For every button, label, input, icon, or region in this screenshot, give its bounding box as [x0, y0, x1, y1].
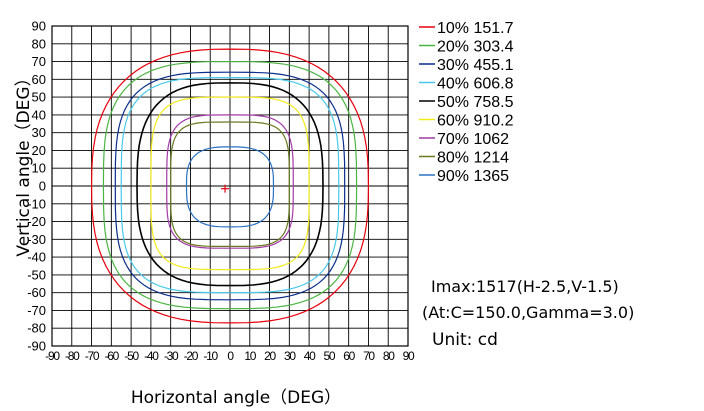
contour-40pct	[120, 76, 340, 294]
contour-30pct	[114, 71, 346, 301]
x-tick-label: 80	[383, 349, 395, 363]
x-tick-label: -20	[184, 349, 199, 363]
measurement-at-text: (At:C=150.0,Gamma=3.0)	[422, 303, 634, 322]
contour-70pct	[166, 114, 294, 249]
y-tick-label: -50	[27, 267, 46, 282]
legend-label: 40% 606.8	[437, 76, 514, 93]
x-tick-label: -60	[105, 349, 120, 363]
x-tick-label: -50	[124, 349, 139, 363]
y-tick-label: 60	[32, 72, 46, 87]
legend: 10% 151.7 20% 303.430% 455.1 40% 606.850% …	[419, 20, 514, 185]
y-tick-label: -40	[27, 250, 46, 265]
legend-label: 30% 455.1	[437, 57, 514, 74]
contour-90pct	[185, 146, 275, 228]
plot-frame	[51, 25, 409, 347]
y-tick-label: 40	[32, 107, 46, 122]
x-tick-labels: -90 -80 -70 -60 -50 -40 -30 -20 -10 0 10 20 30 40 50 60…	[45, 349, 416, 363]
x-axis-title: Horizontal angle（DEG）	[131, 388, 341, 408]
y-tick-label: 0	[39, 179, 46, 194]
contour-10pct	[90, 48, 370, 324]
y-tick-label: 90	[32, 19, 46, 34]
legend-label: 80% 1214	[437, 150, 509, 167]
x-tick-label: 70	[363, 349, 375, 363]
x-tick-label: -90	[45, 349, 60, 363]
x-tick-label: 0	[227, 349, 234, 363]
x-tick-label: -80	[65, 349, 80, 363]
x-tick-label: 60	[343, 349, 355, 363]
y-tick-label: 10	[32, 161, 46, 176]
x-tick-label: 90	[403, 349, 415, 363]
contour-60pct	[150, 96, 310, 271]
y-tick-label: 50	[32, 90, 46, 105]
legend-label: 50% 758.5	[437, 94, 514, 111]
x-tick-label: 50	[324, 349, 336, 363]
legend-label: 20% 303.4	[437, 39, 514, 56]
x-tick-label: -30	[164, 349, 179, 363]
unit-text: Unit: cd	[432, 330, 498, 350]
imax-text: Imax:1517(H-2.5,V-1.5)	[431, 277, 619, 296]
y-tick-label: -10	[27, 196, 46, 211]
y-tick-label: -70	[27, 303, 46, 318]
y-tick-label: 80	[32, 36, 46, 51]
y-tick-labels: 90 80 70 60 50 40 30 20 10 0 -10 -20 -30 -40 -50 -60 -70…	[27, 19, 46, 354]
y-tick-label: -90	[27, 339, 46, 354]
y-tick-label: 20	[32, 143, 46, 158]
legend-label: 70% 1062	[437, 131, 509, 148]
y-tick-label: -60	[27, 285, 46, 300]
legend-label: 90% 1365	[437, 168, 509, 185]
x-tick-label: 20	[264, 349, 276, 363]
x-tick-label: 40	[304, 349, 316, 363]
x-tick-label: -40	[144, 349, 159, 363]
x-tick-label: 30	[284, 349, 296, 363]
y-tick-label: -80	[27, 321, 46, 336]
grid	[51, 25, 409, 347]
contour-80pct	[170, 121, 290, 247]
contour-50pct	[136, 82, 324, 287]
x-tick-label: -70	[85, 349, 100, 363]
x-tick-label: -10	[203, 349, 218, 363]
legend-label: 60% 910.2	[437, 113, 514, 130]
legend-label: 10% 151.7	[437, 20, 514, 37]
y-tick-label: 30	[32, 125, 46, 140]
y-tick-label: -20	[27, 214, 46, 229]
y-axis-title: Vertical angle（DEG）	[14, 69, 34, 256]
contour-20pct	[102, 60, 358, 310]
y-tick-label: -30	[27, 232, 46, 247]
x-tick-label: 10	[244, 349, 256, 363]
contour-layer	[90, 48, 370, 324]
y-tick-label: 70	[32, 54, 46, 69]
